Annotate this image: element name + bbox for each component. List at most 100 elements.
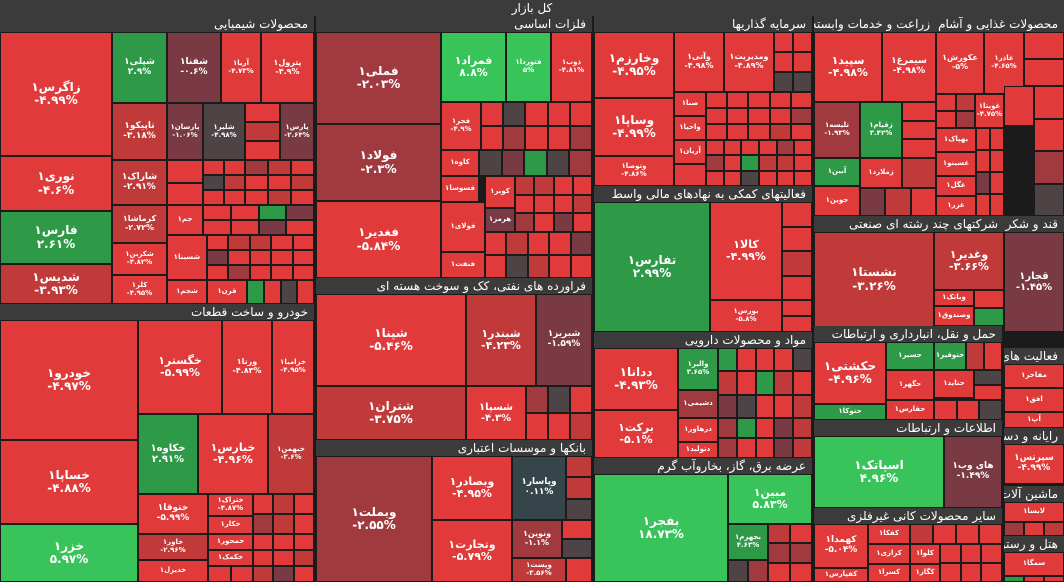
stock-tile[interactable]: بهپاک۱ [936,128,976,152]
stock-tile[interactable] [570,413,592,440]
stock-tile[interactable]: زاگرس۱ -۴.۹۹% [0,32,112,156]
stock-tile[interactable]: پترول۱ -۴.۹% [261,32,314,103]
stock-tile[interactable]: خزر۱ ۵.۹۷% [0,524,138,582]
stock-tile[interactable] [245,141,280,160]
stock-tile[interactable] [515,194,535,214]
stock-tile[interactable] [549,255,571,278]
stock-tile[interactable]: کگاز۱ [910,564,940,582]
stock-tile[interactable]: کهمدا۱ -۵.۰۴% [814,524,868,568]
stock-tile[interactable] [782,251,812,276]
stock-tile[interactable] [974,308,1004,326]
stock-tile[interactable] [782,226,812,251]
stock-tile[interactable]: کرازی۱ [868,544,910,564]
stock-tile[interactable] [1024,576,1044,582]
stock-tile[interactable] [755,394,775,418]
stock-tile[interactable] [940,544,961,563]
stock-tile[interactable]: حگهر۱ [886,370,934,400]
sector-header[interactable]: عرضه برق، گاز، بخاروآب گرم [594,458,812,474]
stock-tile[interactable] [956,400,980,420]
stock-tile[interactable]: شلیر۱ -۴.۹۸% [203,103,245,160]
stock-tile[interactable] [718,394,737,418]
stock-tile[interactable] [245,160,268,175]
stock-tile[interactable] [974,290,1004,308]
stock-tile[interactable]: وآتی۱ -۴.۹۸% [674,32,724,92]
stock-tile[interactable]: فولای۱ [441,202,485,252]
stock-tile[interactable]: فسوسا۱ [441,176,479,202]
stock-tile[interactable]: شبریز۱ -۱.۵۹% [536,294,592,386]
stock-tile[interactable] [793,348,812,372]
stock-tile[interactable] [885,188,911,216]
stock-tile[interactable] [748,92,770,108]
stock-tile[interactable] [793,32,812,52]
stock-tile[interactable] [280,280,298,304]
sector-header[interactable]: محصولات غذایی و آشام [936,16,1064,32]
stock-tile[interactable] [976,172,990,194]
stock-tile[interactable]: حتوقیر۱ [934,342,966,370]
stock-tile[interactable]: شبندر۱ -۴.۲۳% [466,294,536,386]
sector-header[interactable]: سایر محصولات کانی غیرفلزی [814,508,1002,524]
stock-tile[interactable]: آبین۱ [814,158,860,186]
stock-tile[interactable]: کفکا۱ [868,524,910,544]
stock-tile[interactable] [782,275,812,300]
stock-tile[interactable] [291,190,314,205]
stock-tile[interactable] [485,232,507,255]
stock-tile[interactable] [902,158,936,188]
stock-tile[interactable] [790,562,812,582]
stock-tile[interactable]: صبا۱ [674,92,706,116]
stock-tile[interactable] [1044,576,1064,582]
stock-tile[interactable] [793,438,812,458]
stock-tile[interactable]: دشیمی۱ [678,390,718,418]
stock-tile[interactable]: کالا۱ -۴.۹۹% [710,202,782,300]
stock-tile[interactable] [940,563,961,582]
stock-tile[interactable] [547,126,570,150]
stock-tile[interactable]: شفنا۱ -۰.۶% [167,32,221,103]
stock-tile[interactable]: فولاد۱ -۲.۳% [316,124,441,201]
stock-tile[interactable]: پارس۱ -۲.۶۴% [280,103,314,160]
stock-tile[interactable] [526,386,548,413]
stock-tile[interactable] [974,370,1002,385]
stock-tile[interactable] [990,128,1004,150]
stock-tile[interactable] [297,280,314,304]
stock-tile[interactable] [207,265,229,280]
stock-tile[interactable]: غسینو۱ [936,152,976,176]
stock-tile[interactable]: وپاسار۱ ۰.۱۱% [512,456,566,520]
stock-tile[interactable]: شتران۱ -۳.۷۵% [316,386,466,440]
stock-tile[interactable]: وتجارت۱ -۵.۷۹% [432,520,512,582]
stock-tile[interactable] [727,92,749,108]
market-title[interactable]: کل بازار [0,0,1064,16]
sector-header[interactable]: حمل و نقل، انبارداری و ارتباطات [814,326,1002,342]
stock-tile[interactable] [549,232,571,255]
stock-tile[interactable] [860,188,886,216]
stock-tile[interactable] [203,205,231,220]
stock-tile[interactable]: ختوقا۱ -۵.۹۹% [138,494,208,534]
stock-tile[interactable] [981,544,1002,563]
stock-tile[interactable] [793,52,812,72]
stock-tile[interactable] [566,456,592,478]
stock-tile[interactable]: وغدیر۱ -۳.۶۶% [934,232,1004,290]
stock-tile[interactable]: وبانک۱ [934,290,974,306]
sector-header[interactable]: محصولات شیمیایی [0,16,314,32]
stock-tile[interactable] [790,543,812,563]
stock-tile[interactable]: خکار۱ [208,516,253,534]
stock-tile[interactable] [768,562,790,582]
stock-tile[interactable] [759,140,777,156]
stock-tile[interactable]: خدیزل۱ [138,560,208,582]
sector-header[interactable]: اطلاعات و ارتباطات [814,420,1002,436]
stock-tile[interactable]: اسپاتک۱ ۴.۹۶% [814,436,944,508]
stock-tile[interactable]: زملارد۱ [860,158,902,188]
stock-tile[interactable] [503,126,526,150]
stock-tile[interactable]: خبارس۱ -۴.۹۶% [198,414,268,494]
stock-tile[interactable] [769,108,791,124]
stock-tile[interactable] [1024,522,1044,536]
stock-tile[interactable] [706,140,724,156]
stock-tile[interactable]: سپرتس۱ -۴.۹۹% [1004,444,1064,484]
stock-tile[interactable] [548,413,570,440]
stock-tile[interactable] [273,566,294,582]
stock-tile[interactable]: کرماشا۱ -۲.۷۲% [112,205,167,243]
stock-tile[interactable]: برکت۱ -۵.۱% [594,410,678,458]
stock-tile[interactable]: بجهرم۱ ۴.۶۳% [728,524,768,560]
stock-tile[interactable] [1004,576,1024,582]
stock-tile[interactable] [548,386,570,413]
stock-tile[interactable] [774,52,793,72]
stock-tile[interactable]: بورس۱ -۵.۸% [710,300,782,332]
